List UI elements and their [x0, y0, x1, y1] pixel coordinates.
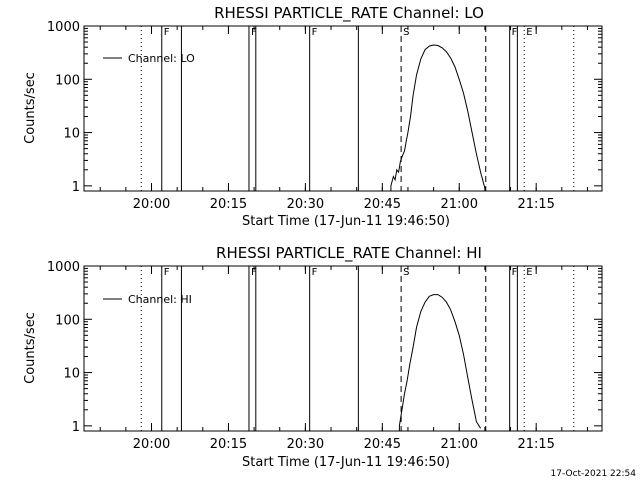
legend-label: Channel: HI — [128, 293, 192, 306]
x-tick-label: 20:45 — [364, 197, 401, 212]
y-tick-label: 100 — [55, 313, 80, 328]
y-tick-label: 1000 — [47, 260, 80, 275]
y-tick-label: 1 — [72, 180, 80, 195]
event-marker-label: E — [526, 267, 532, 278]
x-tick-label: 20:15 — [210, 437, 247, 452]
x-tick-label: 20:00 — [133, 197, 170, 212]
x-tick-label: 21:15 — [517, 197, 554, 212]
x-tick-label: 20:30 — [287, 437, 324, 452]
event-marker-label: F — [312, 267, 318, 278]
y-tick-label: 10 — [63, 367, 80, 382]
series-line-hi — [398, 294, 482, 431]
event-marker-label: S — [403, 27, 409, 38]
y-axis: 1 10 100 1000 — [47, 260, 602, 435]
event-marker-label: F — [312, 27, 318, 38]
event-marker-label: E — [526, 27, 532, 38]
plot-frame — [83, 25, 603, 192]
x-tick-label: 20:45 — [364, 437, 401, 452]
x-tick-label: 20:15 — [210, 197, 247, 212]
event-marker-label: F — [251, 27, 257, 38]
event-marker-label: F — [251, 267, 257, 278]
y-axis-label: Counts/sec — [23, 312, 38, 384]
series-line-lo — [390, 44, 486, 191]
x-axis-label: Start Time (17-Jun-11 19:46:50) — [242, 214, 450, 229]
y-tick-label: 10 — [63, 127, 80, 142]
x-tick-label: 20:30 — [287, 197, 324, 212]
y-axis-label: Counts/sec — [23, 72, 38, 144]
event-marker-label: S — [403, 267, 409, 278]
y-tick-label: 100 — [55, 73, 80, 88]
x-tick-label: 21:00 — [441, 197, 478, 212]
x-tick-label: 21:15 — [517, 437, 554, 452]
x-axis-label: Start Time (17-Jun-11 19:46:50) — [242, 455, 450, 470]
y-tick-label: 1000 — [47, 20, 80, 35]
x-axis: 20:00 20:15 20:30 20:45 21:00 21:15 — [99, 266, 588, 452]
chart-title: RHESSI PARTICLE_RATE Channel: LO — [214, 4, 484, 23]
x-tick-label: 20:00 — [133, 437, 170, 452]
y-axis: 1 10 100 1000 — [47, 20, 602, 195]
footer-timestamp: 17-Oct-2021 22:54 — [551, 469, 637, 479]
x-axis: 20:00 20:15 20:30 20:45 21:00 21:15 — [99, 26, 588, 212]
x-tick-label: 21:00 — [441, 437, 478, 452]
event-marker-label: F — [512, 267, 518, 278]
y-tick-label: 1 — [72, 420, 80, 435]
legend-label: Channel: LO — [128, 52, 195, 65]
event-marker-label: F — [164, 267, 170, 278]
event-marker-label: F — [512, 27, 518, 38]
event-marker-label: F — [164, 27, 170, 38]
chart-title: RHESSI PARTICLE_RATE Channel: HI — [216, 244, 482, 263]
plot-frame — [83, 265, 603, 432]
